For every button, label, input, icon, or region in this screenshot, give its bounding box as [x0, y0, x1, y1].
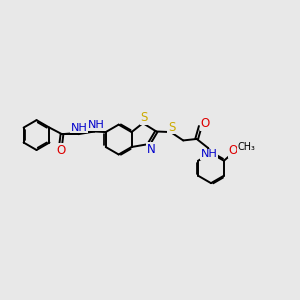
Text: CH₃: CH₃ [237, 142, 255, 152]
Text: S: S [168, 121, 175, 134]
Text: O: O [56, 144, 65, 157]
Text: NH: NH [70, 123, 88, 133]
Text: N: N [147, 143, 155, 156]
Text: NH: NH [87, 120, 104, 130]
Text: O: O [229, 144, 238, 157]
Text: O: O [200, 117, 210, 130]
Text: S: S [140, 111, 148, 124]
Text: NH: NH [200, 149, 218, 160]
